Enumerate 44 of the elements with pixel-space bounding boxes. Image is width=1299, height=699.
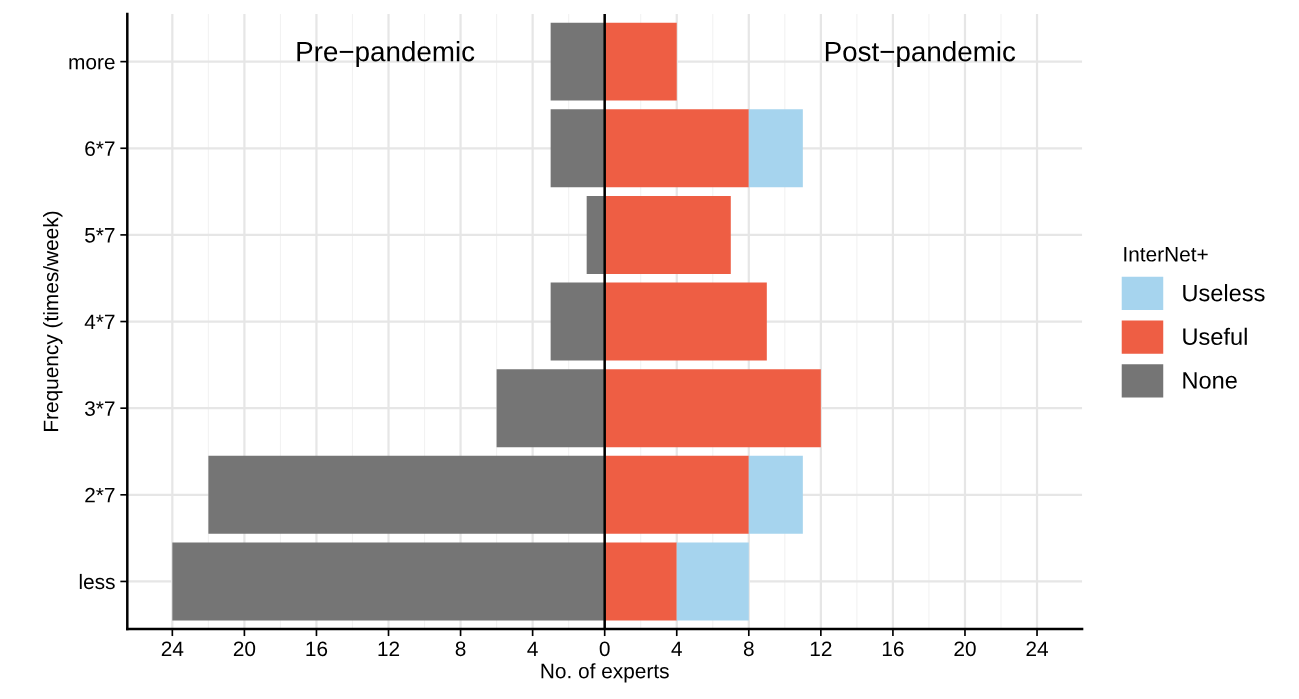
y-tick-label: 5*7 <box>85 228 115 243</box>
bar <box>604 282 767 361</box>
x-tick-label: 20 <box>954 641 976 657</box>
y-tick-label: more <box>69 57 115 70</box>
x-tick-label: 12 <box>378 641 400 656</box>
bar <box>748 455 803 534</box>
x-tick-label: 12 <box>810 641 832 656</box>
bar <box>550 22 605 101</box>
x-tick-label: 16 <box>306 641 328 657</box>
x-tick-label: 8 <box>455 641 466 657</box>
bar <box>604 22 677 101</box>
bar <box>550 109 605 188</box>
bar <box>550 282 605 361</box>
annotation: Post−pandemic <box>825 41 1016 67</box>
legend-label: Useful <box>1183 327 1247 346</box>
x-tick-label: 4 <box>527 641 538 656</box>
bar <box>604 455 749 534</box>
x-tick-label: 0 <box>599 641 610 657</box>
legend-label: None <box>1183 372 1237 389</box>
bar <box>604 195 731 274</box>
x-tick-label: 20 <box>233 641 256 657</box>
x-tick-label: 24 <box>1026 641 1049 656</box>
y-axis-title: Frequency (times/week) <box>43 211 63 431</box>
x-tick-label: 8 <box>743 641 754 657</box>
legend-label: Useless <box>1183 284 1265 302</box>
bar <box>496 369 605 448</box>
y-tick-label: 4*7 <box>84 314 115 330</box>
x-tick-label: 24 <box>161 641 184 656</box>
bar <box>676 542 749 621</box>
bar <box>604 542 677 621</box>
y-tick-label: 3*7 <box>85 401 115 416</box>
bar <box>604 369 821 448</box>
x-tick-label: 16 <box>882 641 904 657</box>
bar <box>172 542 605 621</box>
annotation: Pre−pandemic <box>297 41 475 67</box>
x-axis-title: No. of experts <box>541 663 669 683</box>
legend-title: InterNet+ <box>1124 247 1208 262</box>
y-tick-label: 2*7 <box>85 487 115 503</box>
bar <box>604 109 749 188</box>
y-tick-label: less <box>79 573 115 590</box>
bar <box>748 109 803 188</box>
x-tick-label: 4 <box>671 641 682 656</box>
bar <box>208 455 605 534</box>
y-tick-label: 6*7 <box>85 141 115 157</box>
